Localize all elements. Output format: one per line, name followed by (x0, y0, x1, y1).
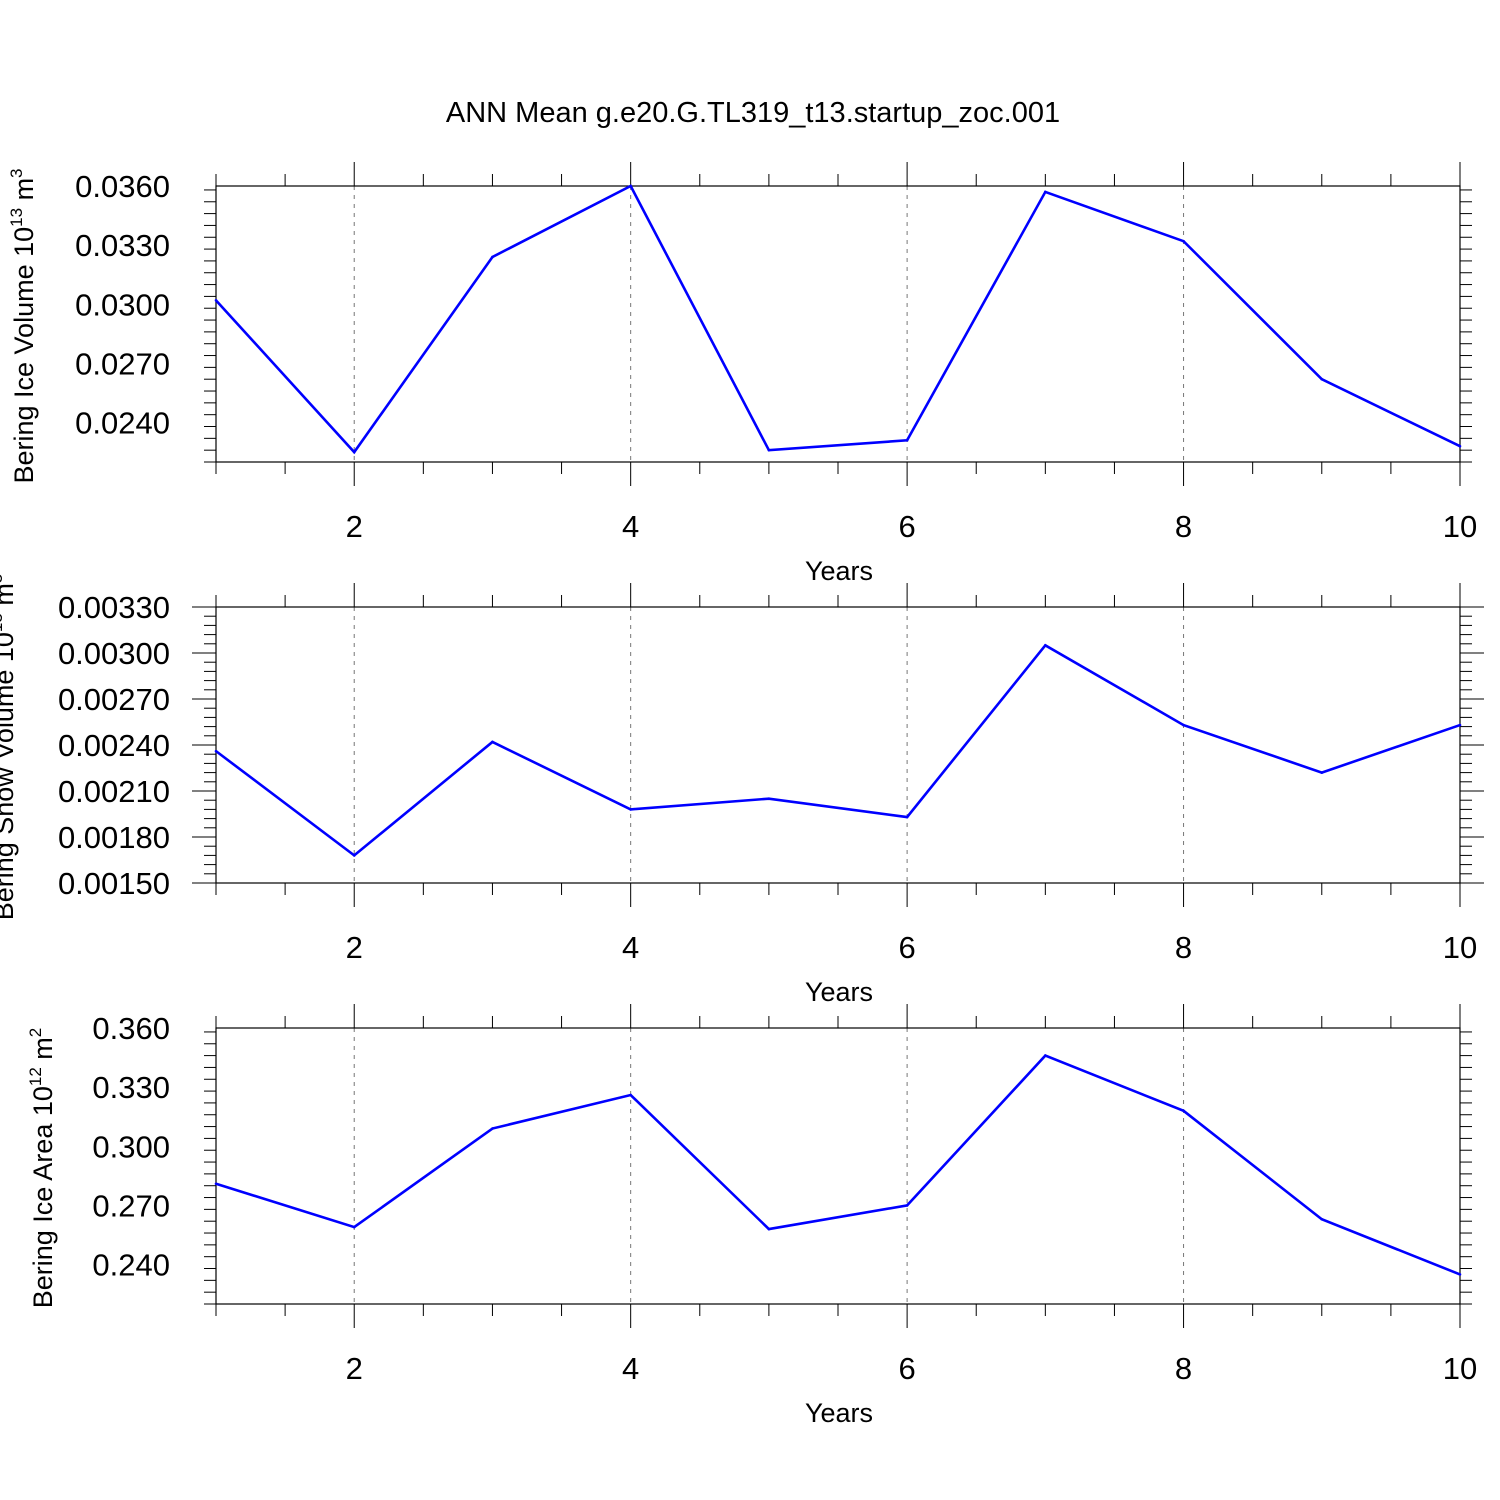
chart-3-x-tick-label: 6 (898, 1351, 915, 1386)
chart-1-x-tick-label: 8 (1175, 509, 1192, 544)
chart-2-y-tick-label: 0.00240 (58, 728, 170, 763)
chart-3-data-point (352, 1225, 356, 1229)
chart-2-data-point (491, 740, 494, 744)
chart-1-data-point (1458, 444, 1462, 448)
chart-2-data-point (767, 797, 771, 800)
chart-3-data-point (214, 1182, 218, 1186)
chart-1-x-tick-label: 6 (898, 509, 915, 544)
chart-1-y-axis-label-unit-exponent: 3 (7, 168, 26, 177)
chart-1-data-point (1320, 377, 1324, 381)
chart-2-x-tick-label: 4 (622, 930, 639, 965)
chart-2-y-axis-label-exponent: 13 (0, 613, 6, 632)
chart-1-y-tick-label: 0.0330 (75, 228, 170, 263)
chart-3-data-point (1044, 1054, 1047, 1057)
chart-2-data-point (352, 854, 356, 857)
chart-1-data-point (1182, 239, 1185, 243)
chart-2-y-axis-label: Bering Snow Volume 1013 m3 (0, 574, 19, 921)
chart-2-x-tick-label: 6 (898, 930, 915, 965)
chart-3-y-axis-label: Bering Ice Area 1012 m2 (26, 1028, 58, 1309)
chart-3-x-tick-label: 2 (346, 1351, 363, 1386)
chart-1-y-tick-label: 0.0300 (75, 287, 170, 322)
chart-2-y-tick-label: 0.00210 (58, 774, 170, 809)
chart-2-data-point (214, 749, 218, 753)
chart-1-y-tick-label: 0.0270 (75, 346, 170, 381)
chart-3-y-axis-label-main: Bering Ice Area 10 (28, 1086, 58, 1308)
chart-3-y-tick-label: 0.240 (92, 1248, 170, 1283)
chart-1-data-point (352, 450, 356, 454)
chart-2-x-tick-label: 2 (346, 930, 363, 965)
chart-1-data-point (214, 299, 218, 302)
chart-3-data-point (1458, 1273, 1462, 1276)
chart-2-y-axis-label-unit-exponent: 3 (0, 574, 6, 583)
chart-2-y-tick-label: 0.00300 (58, 636, 170, 671)
chart-3-y-axis-label-exponent: 12 (26, 1067, 45, 1086)
chart-2-y-axis-label-main: Bering Snow Volume 10 (0, 632, 19, 920)
chart-3-data-point (767, 1227, 771, 1231)
chart-2-y-axis-label-unit: m (0, 583, 19, 613)
chart-2-data-point (1044, 644, 1047, 647)
chart-1-x-axis-label: Years (805, 556, 873, 586)
chart-2-data-point (1182, 723, 1185, 727)
chart-2-y-tick-label: 0.00270 (58, 682, 170, 717)
chart-3-data-point (1182, 1109, 1185, 1113)
chart-2-data-point (629, 808, 632, 811)
chart-1-y-tick-label: 0.0360 (75, 169, 170, 204)
chart-2-data-point (905, 815, 909, 819)
chart-3-data-point (491, 1127, 494, 1130)
panels: 2 4 6 8 10 Years 0.0240 0.0270 0.0300 0.0330 0.036… (0, 162, 1484, 1428)
chart-1-data-point (629, 184, 632, 188)
chart-3-y-tick-label: 0.360 (92, 1011, 170, 1046)
chart-3-x-tick-label: 8 (1175, 1351, 1192, 1386)
chart-3-x-tick-label: 10 (1443, 1351, 1477, 1386)
chart-1-data-point (767, 448, 771, 452)
chart-3-y-tick-label: 0.330 (92, 1070, 170, 1105)
chart-2: 2 4 6 8 10 Years 0.00150 0.00180 0.00210 0.00240 0… (0, 574, 1484, 1007)
chart-1-y-axis-label: Bering Ice Volume 1013 m3 (7, 168, 39, 483)
chart-1-series-line (215, 184, 1461, 455)
chart-1-y-axis-label-unit: m (9, 178, 39, 208)
chart-2-x-axis-label: Years (805, 977, 873, 1007)
chart-2-data-point (1320, 771, 1324, 774)
chart-1-data-point (1044, 190, 1047, 194)
chart-2-data-point (1458, 723, 1462, 727)
chart-2-series-line (215, 643, 1461, 858)
chart-2-y-tick-label: 0.00330 (58, 590, 170, 625)
chart-1-y-axis-label-exponent: 13 (7, 208, 26, 227)
chart-2-x-tick-label: 8 (1175, 930, 1192, 965)
chart-3-series-line (215, 1054, 1461, 1276)
chart-1-y-axis-label-main: Bering Ice Volume 10 (9, 227, 39, 484)
chart-1-data-point (491, 255, 494, 259)
chart-1: 2 4 6 8 10 Years 0.0240 0.0270 0.0300 0.0330 0.036… (7, 162, 1477, 586)
figure-title: ANN Mean g.e20.G.TL319_t13.startup_zoc.0… (446, 97, 1060, 129)
chart-1-x-tick-label: 2 (346, 509, 363, 544)
chart-3-x-axis-label: Years (805, 1398, 873, 1428)
chart-3-y-axis-label-unit: m (28, 1037, 58, 1067)
chart-1-data-point (905, 439, 909, 442)
chart-3-data-point (1320, 1217, 1324, 1221)
chart-3-data-point (629, 1093, 632, 1097)
chart-3-y-axis-label-unit-exponent: 2 (26, 1028, 45, 1037)
chart-2-y-tick-label: 0.00180 (58, 820, 170, 855)
chart-1-x-tick-label: 4 (622, 509, 639, 544)
chart-3: 2 4 6 8 10 Years 0.240 0.270 0.300 0.330 0.360 Beri… (26, 1004, 1477, 1428)
chart-3-y-tick-label: 0.300 (92, 1129, 170, 1164)
chart-1-y-tick-label: 0.0240 (75, 406, 170, 441)
chart-3-data-point (905, 1204, 909, 1207)
chart-3-x-tick-label: 4 (622, 1351, 639, 1386)
chart-1-x-tick-label: 10 (1443, 509, 1477, 544)
chart-3-y-tick-label: 0.270 (92, 1188, 170, 1223)
chart-2-y-tick-label: 0.00150 (58, 866, 170, 901)
chart-2-x-tick-label: 10 (1443, 930, 1477, 965)
